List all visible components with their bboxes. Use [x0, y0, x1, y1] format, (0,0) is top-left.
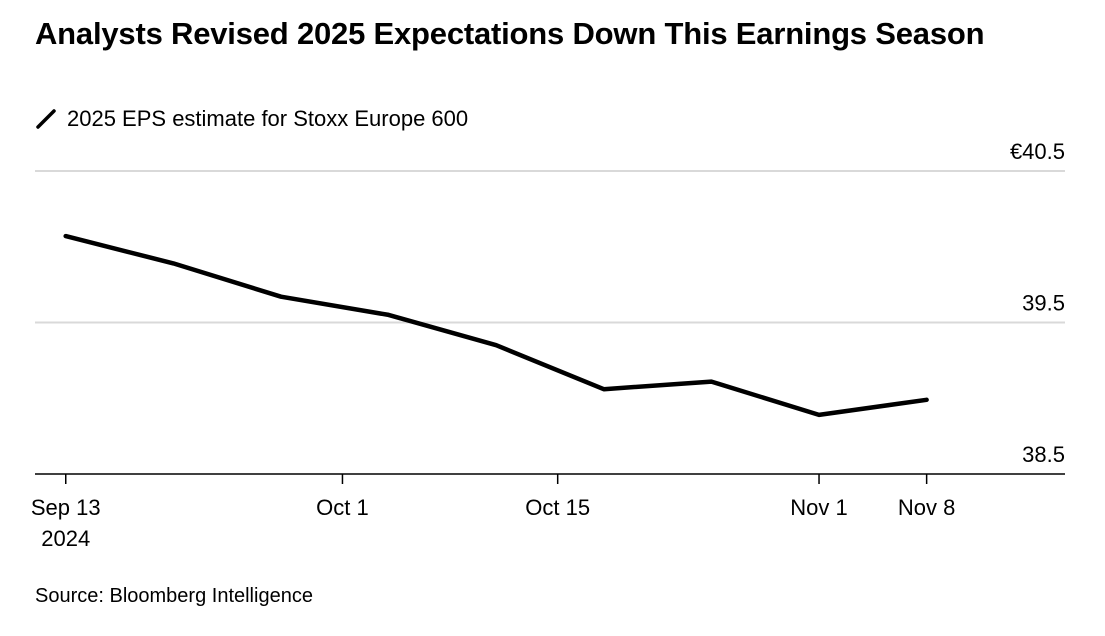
y-tick-label: €40.5 — [1010, 139, 1065, 164]
x-tick-label: Nov 8 — [898, 495, 955, 520]
series-layer — [63, 233, 929, 418]
y-tick-label: 39.5 — [1022, 291, 1065, 316]
series-line — [63, 233, 929, 418]
chart-title: Analysts Revised 2025 Expectations Down … — [35, 16, 985, 51]
source-note: Source: Bloomberg Intelligence — [35, 585, 313, 607]
diagonal-line-icon — [36, 109, 56, 129]
x-tick-label: Oct 1 — [316, 495, 369, 520]
x-tick-label: Nov 1 — [790, 495, 847, 520]
legend: 2025 EPS estimate for Stoxx Europe 600 — [35, 104, 468, 134]
x-axis — [35, 473, 1065, 484]
gridlines — [35, 170, 1065, 324]
x-tick-label: Sep 13 — [31, 495, 101, 520]
y-tick-label: 38.5 — [1022, 442, 1065, 467]
tick-labels: €40.5 39.5 38.5 Sep 13 2024 Oct 1 Oct 15 Nov 1 N… — [31, 139, 1065, 551]
x-tick-label: Oct 15 — [525, 495, 590, 520]
x-tick-sublabel: 2024 — [41, 526, 90, 551]
legend-label: 2025 EPS estimate for Stoxx Europe 600 — [67, 106, 469, 131]
